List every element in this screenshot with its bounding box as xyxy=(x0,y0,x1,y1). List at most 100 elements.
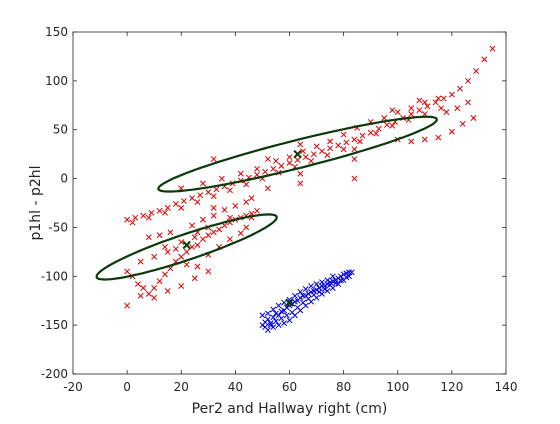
red-point xyxy=(421,99,428,106)
x-tick-label: 60 xyxy=(282,380,297,394)
cluster-centers xyxy=(182,149,302,307)
red-point xyxy=(481,56,488,63)
cluster-center-marker xyxy=(285,298,294,307)
y-tick-label: -100 xyxy=(41,269,68,283)
red-point xyxy=(389,107,396,114)
red-point xyxy=(243,199,250,205)
red-point xyxy=(132,214,139,221)
red-point xyxy=(145,290,152,297)
red-point xyxy=(243,224,250,231)
red-point xyxy=(440,95,447,102)
red-point xyxy=(183,248,190,255)
red-point xyxy=(164,204,171,211)
red-point xyxy=(137,292,144,299)
blue-point xyxy=(283,312,290,319)
red-point xyxy=(367,129,374,136)
red-point xyxy=(300,148,306,155)
blue-point xyxy=(294,304,301,311)
red-point xyxy=(162,244,168,250)
red-point xyxy=(381,115,388,121)
red-point xyxy=(124,302,131,309)
red-point xyxy=(416,107,423,114)
y-tick-label: 0 xyxy=(60,172,68,186)
blue-point xyxy=(337,277,344,284)
blue-point xyxy=(262,324,269,331)
blue-point xyxy=(335,275,342,282)
x-tick-label: 0 xyxy=(123,380,131,394)
red-point xyxy=(254,207,260,214)
red-point xyxy=(302,154,309,161)
red-point xyxy=(248,195,255,202)
blue-point xyxy=(321,286,328,292)
blue-point xyxy=(343,274,350,281)
red-point xyxy=(172,201,179,207)
red-point xyxy=(356,138,363,145)
y-tick-label: 150 xyxy=(45,25,68,39)
red-point xyxy=(178,204,185,211)
x-tick-label: 140 xyxy=(495,380,518,394)
red-point xyxy=(286,154,293,161)
cluster-center-marker xyxy=(293,149,302,159)
cluster-center-marker xyxy=(182,240,191,250)
red-point xyxy=(254,171,260,178)
red-point xyxy=(210,193,217,200)
blue-point xyxy=(310,291,317,298)
blue-point xyxy=(319,279,325,286)
red-point xyxy=(156,207,163,214)
red-point xyxy=(145,234,152,241)
blue-point xyxy=(259,312,266,319)
red-point xyxy=(421,136,428,143)
red-point xyxy=(167,229,174,236)
red-point xyxy=(197,192,204,199)
red-point xyxy=(227,236,233,243)
red-point xyxy=(448,128,455,135)
red-point xyxy=(343,139,350,146)
red-point xyxy=(189,244,196,250)
blue-point xyxy=(305,295,312,302)
red-point xyxy=(465,99,472,106)
blue-point xyxy=(313,281,320,288)
blue-point xyxy=(319,290,325,297)
red-point xyxy=(183,261,190,268)
red-point xyxy=(178,239,185,246)
blue-point xyxy=(283,304,290,311)
red-point xyxy=(232,202,239,209)
red-point xyxy=(191,234,198,241)
red-point xyxy=(424,103,431,110)
red-point xyxy=(189,222,196,229)
x-tick-label: 120 xyxy=(440,380,463,394)
red-point xyxy=(237,230,244,237)
red-point xyxy=(243,181,250,188)
red-point xyxy=(140,285,147,291)
blue-point xyxy=(267,320,274,327)
red-point xyxy=(205,232,212,239)
blue-point xyxy=(297,288,304,295)
red-point xyxy=(359,132,366,139)
x-tick-label: 20 xyxy=(174,380,189,394)
blue-point xyxy=(289,309,296,316)
red-point xyxy=(438,105,445,112)
red-point xyxy=(443,109,450,116)
red-point xyxy=(459,120,466,127)
red-point xyxy=(216,226,223,233)
red-point xyxy=(432,99,439,106)
red-point xyxy=(164,248,171,255)
red-point xyxy=(327,138,334,145)
red-point xyxy=(454,105,461,112)
red-point xyxy=(435,95,442,102)
red-point xyxy=(162,271,168,278)
blue-point xyxy=(324,287,331,294)
red-point xyxy=(178,283,185,290)
red-point xyxy=(297,180,304,187)
red-point xyxy=(313,143,320,150)
red-point xyxy=(199,236,206,243)
red-point xyxy=(137,258,144,265)
y-tick-label: 100 xyxy=(45,74,68,88)
blue-point xyxy=(264,310,271,317)
y-tick-label: -200 xyxy=(41,367,68,381)
red-point xyxy=(310,151,317,158)
y-axis: 150 100 50 0 -50 -100 -150 -200 xyxy=(41,25,506,381)
red-point xyxy=(383,121,390,128)
blue-point xyxy=(278,315,285,322)
red-point xyxy=(156,278,163,285)
